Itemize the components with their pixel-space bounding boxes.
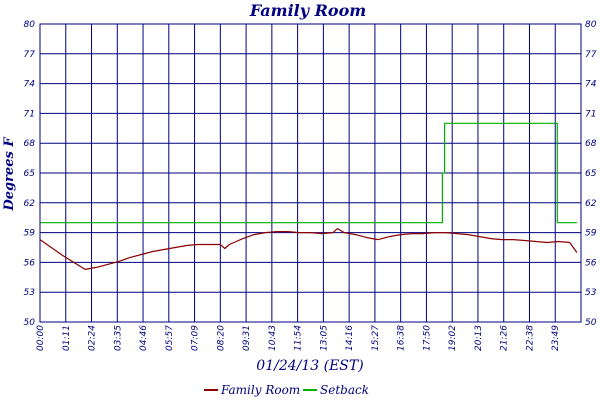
- y-tick-label-right: 71: [585, 109, 596, 119]
- x-tick-label: 09:31: [242, 325, 252, 351]
- series-lines: [39, 122, 578, 270]
- x-tick-label: 13:05: [319, 325, 329, 351]
- legend-label-family-room: Family Room: [220, 383, 300, 397]
- x-tick-label: 11:54: [294, 325, 304, 351]
- y-tick-label-right: 62: [585, 199, 597, 209]
- y-tick-label-right: 59: [585, 229, 597, 239]
- y-tick-label-left: 65: [24, 169, 36, 179]
- x-tick-label: 23:49: [551, 325, 561, 351]
- y-tick-label-left: 53: [24, 288, 36, 298]
- y-tick-label-left: 56: [24, 258, 36, 268]
- y-tick-label-left: 71: [24, 109, 35, 119]
- x-tick-label: 03:35: [113, 325, 123, 351]
- x-tick-label: 02:24: [88, 325, 98, 351]
- legend-item-setback: Setback: [303, 383, 369, 397]
- x-tick-label: 04:46: [139, 325, 149, 351]
- x-tick-label: 21:26: [500, 325, 510, 351]
- x-tick-label: 01:11: [62, 325, 72, 351]
- x-tick-label: 20:13: [474, 325, 484, 351]
- y-tick-label-right: 65: [585, 169, 597, 179]
- y-tick-label-right: 56: [585, 258, 597, 268]
- y-tick-label-left: 50: [24, 318, 36, 328]
- series-line-setback: [40, 122, 577, 224]
- x-tick-label: 22:38: [525, 325, 535, 351]
- x-tick-label: 10:43: [268, 325, 278, 351]
- x-tick-label: 15:27: [371, 325, 381, 351]
- x-tick-label: 05:57: [165, 325, 175, 351]
- x-tick-label: 19:02: [448, 325, 458, 351]
- y-tick-label-left: 59: [24, 229, 36, 239]
- y-axis-label: Degrees F: [2, 137, 17, 212]
- y-tick-label-right: 68: [585, 139, 597, 149]
- y-tick-label-left: 80: [24, 20, 36, 30]
- y-ticks-right: 50 53 56 59 62 65 68 71 74 77 80: [585, 20, 597, 328]
- y-tick-label-right: 50: [585, 318, 597, 328]
- y-tick-label-right: 80: [585, 20, 597, 30]
- y-tick-label-left: 77: [24, 50, 36, 60]
- x-axis-label: 01/24/13 (EST): [256, 358, 363, 374]
- y-ticks-left: 50 53 56 59 62 65 68 71 74 77 80: [24, 20, 36, 328]
- x-tick-label: 08:20: [216, 325, 226, 351]
- series-line-family-room: [39, 228, 578, 270]
- legend: Family Room Setback: [204, 383, 369, 397]
- plot-frame: [39, 23, 582, 323]
- x-tick-label: 17:50: [422, 325, 432, 351]
- grid-lines: [40, 24, 581, 322]
- x-ticks: 00:00 01:11 02:24 03:35 04:46 05:57 07:09 08:20…: [36, 325, 561, 351]
- y-tick-label-left: 68: [24, 139, 36, 149]
- y-tick-label-right: 74: [585, 80, 597, 90]
- legend-label-setback: Setback: [320, 383, 369, 397]
- y-tick-label-right: 77: [585, 50, 597, 60]
- x-tick-label: 14:16: [345, 325, 355, 351]
- legend-item-family-room: Family Room: [204, 383, 300, 397]
- x-tick-label: 00:00: [36, 325, 46, 351]
- x-tick-label: 07:09: [191, 325, 201, 351]
- y-tick-label-left: 74: [24, 80, 36, 90]
- y-tick-label-left: 62: [24, 199, 36, 209]
- chart-title: Family Room: [249, 1, 366, 20]
- x-tick-label: 16:38: [397, 325, 407, 351]
- y-tick-label-right: 53: [585, 288, 597, 298]
